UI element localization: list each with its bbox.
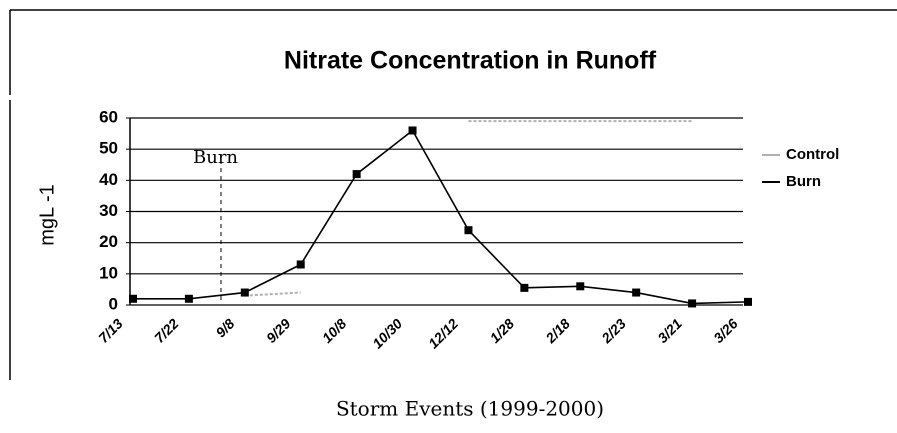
x-tick-label: 2/18 [542,315,573,346]
point [632,288,641,297]
y-axis-title: mgL -1 [36,184,58,246]
y-tick-label: 40 [99,170,118,189]
point [520,283,529,292]
series-line [133,129,749,305]
point [464,226,473,235]
y-tick-label: 10 [99,263,118,282]
x-tick-label: 2/23 [598,315,629,346]
chart-title: Nitrate Concentration in Runoff [284,47,657,75]
y-tick-label: 30 [99,201,118,220]
point [744,297,752,306]
x-axis-title: Storm Events (1999-2000) [336,397,604,421]
x-tick-label: 9/29 [263,315,294,346]
legend-label: Control [786,146,839,163]
x-tick-label: 10/30 [369,315,405,351]
x-tick-label: 12/12 [425,315,461,351]
y-tick-label: 60 [99,107,118,126]
y-tick-label: 20 [99,232,118,251]
point [352,170,361,179]
point [576,282,585,291]
point [296,260,305,269]
series-line [244,291,301,297]
point [688,299,697,308]
y-tick-label: 50 [99,139,118,158]
x-tick-label: 9/8 [212,315,237,340]
point [408,126,417,135]
annotation: Burn [193,147,238,168]
x-tick-label: 1/28 [487,315,518,346]
x-tick-label: 7/22 [151,315,182,346]
x-tick-label: 10/8 [319,315,350,346]
point [240,288,249,297]
x-tick-label: 3/26 [710,315,741,346]
x-tick-label: 7/13 [95,315,126,346]
x-tick-label: 3/21 [654,315,685,346]
legend-label: Burn [786,173,821,190]
y-tick-label: 0 [109,294,118,313]
point [129,294,137,303]
point [184,294,193,303]
